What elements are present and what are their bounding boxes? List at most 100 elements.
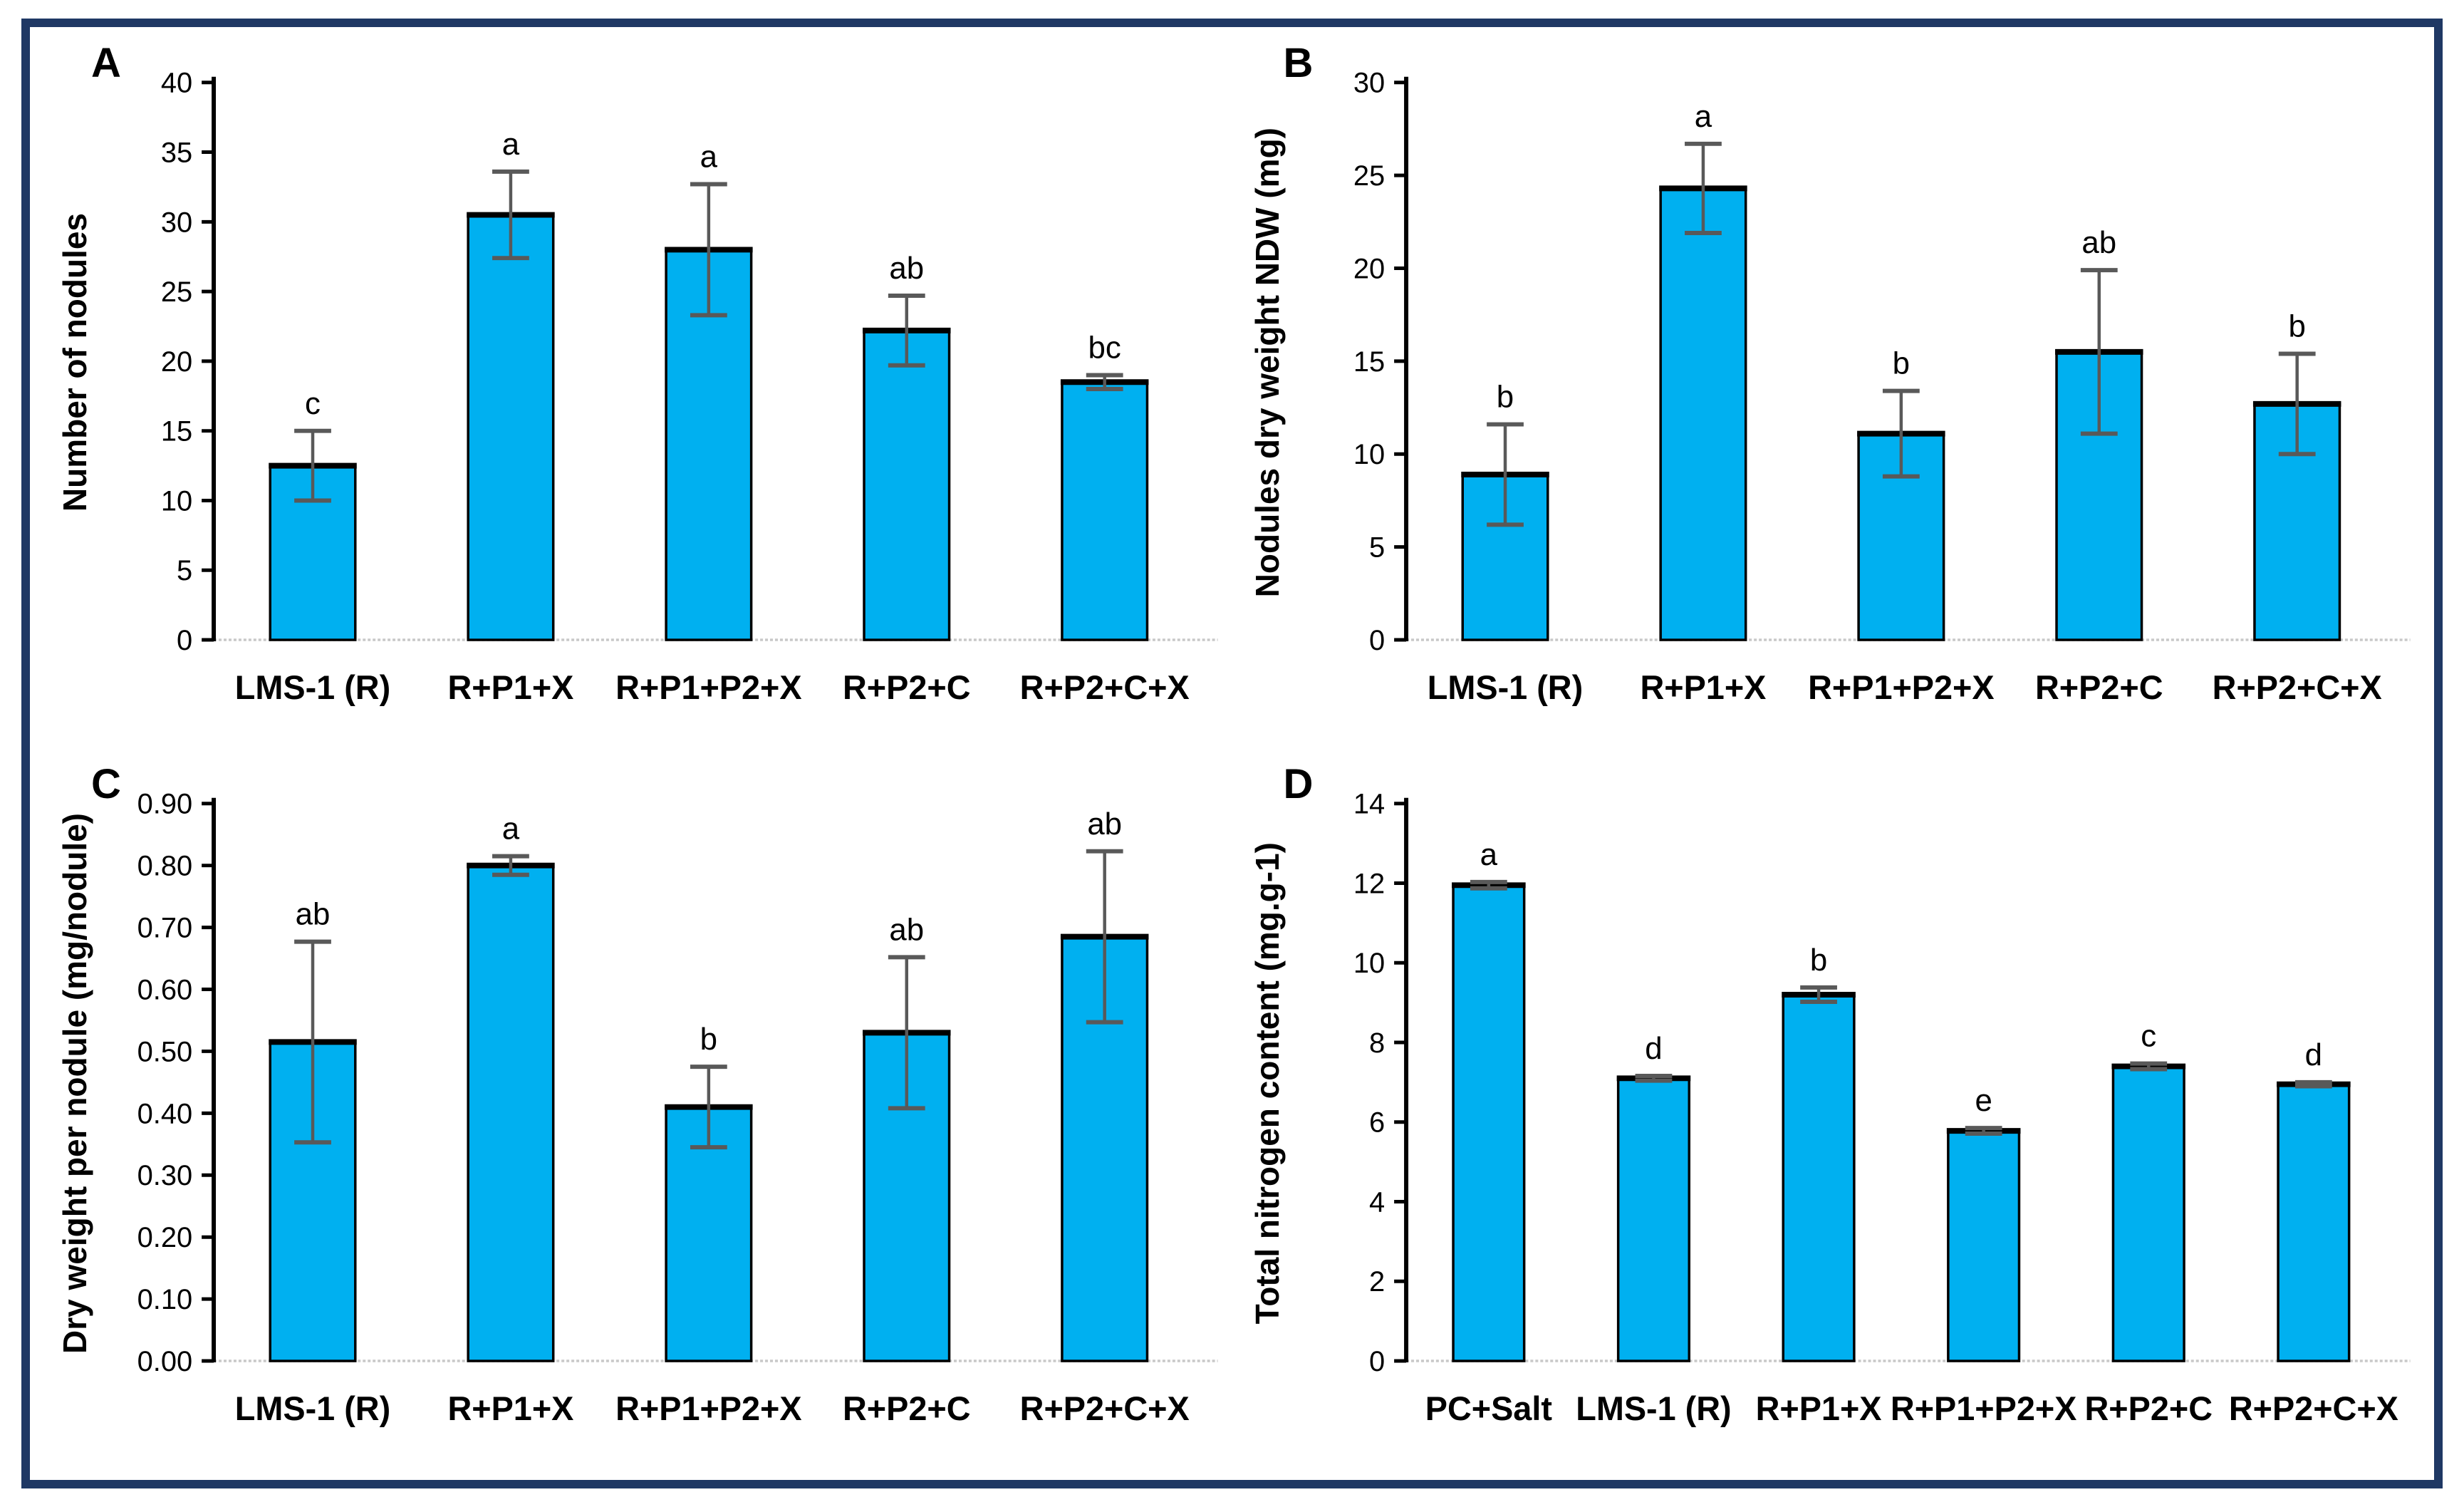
significance-letter: a — [502, 127, 520, 162]
bar — [1616, 1077, 1690, 1362]
y-axis-tick-label: 0.50 — [137, 1036, 193, 1067]
bar — [1782, 993, 1856, 1362]
y-axis-tick-label: 30 — [161, 207, 192, 238]
bar — [1461, 473, 1549, 641]
x-category-label: R+P1+P2+X — [615, 1389, 802, 1426]
significance-letter: b — [1809, 942, 1826, 977]
x-category-label: R+P1+P2+X — [1890, 1389, 2076, 1426]
x-category-label: R+P2+C — [2035, 669, 2163, 706]
x-category-label: R+P1+P2+X — [615, 669, 802, 706]
chart-panel-a: A Number of nodules 0 5 10 15 20 25 30 35 40 c LMS… — [40, 33, 1232, 754]
bar-chart-d: 0 2 4 6 8 10 12 14 a PC+Salt d LMS-1 (R) b R+P1+X e R+P… — [1353, 788, 2411, 1426]
y-axis-tick-label: 0.80 — [137, 850, 193, 881]
panel-label-d: D — [1283, 760, 1314, 807]
y-axis-tick-label: 0.40 — [137, 1098, 193, 1129]
significance-letter: b — [1496, 380, 1513, 415]
significance-letter: d — [2304, 1037, 2322, 1072]
panel-label-b: B — [1283, 40, 1314, 86]
y-axis-tick-label: 10 — [161, 485, 192, 517]
bar — [467, 864, 555, 1362]
significance-letter: bc — [1088, 331, 1121, 366]
y-axis-tick-label: 4 — [1369, 1186, 1385, 1218]
bar-chart-b: 0 5 10 15 20 25 30 b LMS-1 (R) a R+P1+X b R+P1+P2+X a… — [1353, 68, 2411, 706]
y-axis-tick-label: 25 — [1353, 160, 1384, 192]
y-axis-tick-label: 8 — [1369, 1027, 1385, 1058]
x-category-label: LMS-1 (R) — [235, 669, 390, 706]
bar — [1061, 380, 1149, 641]
y-axis-tick-label: 5 — [1369, 532, 1385, 564]
y-axis-tick-label: 0.70 — [137, 912, 193, 943]
figure-grid: A Number of nodules 0 5 10 15 20 25 30 35 40 c LMS… — [40, 33, 2424, 1474]
significance-letter: e — [1975, 1083, 1992, 1118]
x-category-label: R+P2+C+X — [1020, 1389, 1190, 1426]
bar — [1451, 884, 1525, 1362]
significance-letter: ab — [2081, 225, 2116, 260]
significance-letter: c — [305, 386, 321, 421]
y-axis-tick-label: 0.30 — [137, 1160, 193, 1191]
x-category-label: R+P2+C — [843, 1389, 971, 1426]
y-axis-tick-label: 10 — [1353, 948, 1384, 979]
significance-letter: c — [2141, 1018, 2156, 1053]
significance-letter: a — [700, 140, 718, 175]
y-axis-tick-label: 0.10 — [137, 1284, 193, 1315]
x-category-label: R+P1+X — [447, 669, 573, 706]
y-axis-tick-label: 20 — [1353, 253, 1384, 284]
y-axis-tick-label: 25 — [161, 276, 192, 308]
significance-letter: a — [1480, 837, 1497, 871]
bar — [2276, 1082, 2350, 1362]
significance-letter: ab — [889, 251, 924, 286]
figure-border: A Number of nodules 0 5 10 15 20 25 30 35 40 c LMS… — [21, 19, 2443, 1488]
bar — [1946, 1129, 2020, 1362]
significance-letter: ab — [296, 896, 331, 931]
chart-panel-b: B Nodules dry weight NDW (mg) 0 5 10 15 20 25… — [1232, 33, 2425, 754]
x-category-label: R+P2+C — [2084, 1389, 2213, 1426]
significance-letter: b — [700, 1022, 717, 1057]
y-axis-tick-label: 0 — [177, 625, 192, 656]
bar — [863, 329, 951, 641]
x-category-label: R+P2+C+X — [2228, 1389, 2398, 1426]
bar-chart-c: 0.00 0.10 0.20 0.30 0.40 0.50 0.60 0.70 0.80 0.90… — [137, 788, 1218, 1426]
x-category-label: PC+Salt — [1425, 1389, 1552, 1426]
y-axis-tick-label: 0.20 — [137, 1222, 193, 1253]
significance-letter: a — [1694, 99, 1712, 134]
x-category-label: R+P2+C+X — [1020, 669, 1190, 706]
y-axis-tick-label: 30 — [1353, 68, 1384, 99]
y-axis-tick-label: 20 — [161, 346, 192, 378]
bar — [467, 213, 555, 641]
x-category-label: R+P1+X — [1640, 669, 1766, 706]
y-axis-tick-label: 15 — [161, 416, 192, 447]
x-category-label: R+P2+C+X — [2212, 669, 2381, 706]
y-axis-tick-label: 0.00 — [137, 1345, 193, 1377]
panel-label-c: C — [91, 760, 121, 807]
y-axis-tick-label: 0 — [1369, 625, 1385, 656]
y-axis-tick-label: 0.60 — [137, 974, 193, 1005]
y-axis-tick-label: 5 — [177, 555, 192, 586]
y-axis-tick-label: 15 — [1353, 346, 1384, 378]
significance-letter: ab — [889, 912, 924, 947]
x-category-label: R+P1+P2+X — [1808, 669, 1995, 706]
x-category-label: LMS-1 (R) — [1427, 669, 1582, 706]
x-category-label: LMS-1 (R) — [1576, 1389, 1731, 1426]
significance-letter: b — [1892, 346, 1909, 381]
y-axis-tick-label: 0.90 — [137, 788, 193, 819]
chart-panel-c: C Dry weight per nodule (mg/nodule) 0.00… — [40, 754, 1232, 1475]
y-axis-tick-label: 40 — [161, 68, 192, 99]
significance-letter: ab — [1087, 806, 1122, 841]
y-axis-tick-label: 35 — [161, 137, 192, 168]
panel-label-a: A — [91, 40, 121, 86]
x-category-label: R+P1+X — [1755, 1389, 1881, 1426]
significance-letter: d — [1645, 1031, 1662, 1066]
y-axis-tick-label: 6 — [1369, 1107, 1385, 1138]
x-category-label: R+P1+X — [447, 1389, 573, 1426]
y-axis-tick-label: 12 — [1353, 868, 1384, 899]
y-axis-tick-label: 0 — [1369, 1345, 1385, 1377]
bar-chart-a: 0 5 10 15 20 25 30 35 40 c LMS-1 (R) a R+P1+X a R+P1+P… — [161, 68, 1218, 706]
y-axis-tick-label: 14 — [1353, 788, 1384, 819]
y-axis-tick-label: 2 — [1369, 1266, 1385, 1298]
significance-letter: b — [2288, 309, 2305, 344]
x-category-label: LMS-1 (R) — [235, 1389, 390, 1426]
x-category-label: R+P2+C — [843, 669, 971, 706]
bar — [1658, 187, 1747, 641]
significance-letter: a — [502, 811, 520, 846]
